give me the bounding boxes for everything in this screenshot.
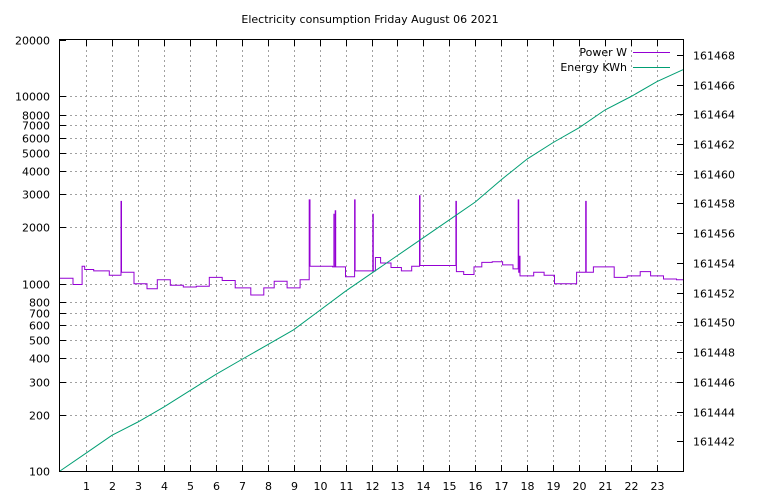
x-tick-label: 11 <box>340 480 354 493</box>
x-tick-label: 15 <box>443 480 457 493</box>
y-left-tick-label: 7000 <box>22 120 50 133</box>
y-left-tick-label: 6000 <box>22 133 50 146</box>
y-right-tick-label: 161466 <box>693 80 735 93</box>
y-left-tick-label: 400 <box>29 353 50 366</box>
axes: 1 2 3 4 5 6 7 8 9 10 11 12 13 14 15 16 17 18 19 20 21 22 23100… <box>15 35 735 494</box>
x-tick-label: 2 <box>109 480 116 493</box>
y-left-tick-label: 700 <box>29 308 50 321</box>
y-right-tick-label: 161442 <box>693 436 735 449</box>
x-tick-label: 21 <box>599 480 613 493</box>
y-right-tick-label: 161450 <box>693 317 735 330</box>
y-left-tick-label: 2000 <box>22 222 50 235</box>
x-tick-label: 1 <box>83 480 90 493</box>
x-tick-label: 3 <box>135 480 142 493</box>
x-tick-label: 7 <box>239 480 246 493</box>
x-tick-label: 16 <box>469 480 483 493</box>
series-layer <box>59 69 684 472</box>
x-tick-label: 4 <box>161 480 168 493</box>
x-tick-label: 10 <box>314 480 328 493</box>
chart-title: Electricity consumption Friday August 06… <box>241 13 498 26</box>
y-right-tick-label: 161464 <box>693 109 735 122</box>
x-tick-label: 18 <box>521 480 535 493</box>
y-right-tick-label: 161468 <box>693 50 735 63</box>
x-tick-label: 19 <box>547 480 561 493</box>
x-tick-label: 17 <box>495 480 509 493</box>
x-tick-label: 22 <box>625 480 639 493</box>
y-right-tick-label: 161462 <box>693 139 735 152</box>
y-left-tick-label: 1000 <box>22 279 50 292</box>
x-tick-label: 6 <box>213 480 220 493</box>
grid <box>60 40 683 471</box>
y-left-tick-label: 300 <box>29 377 50 390</box>
x-tick-label: 9 <box>291 480 298 493</box>
power-w-line <box>60 195 683 296</box>
y-right-tick-label: 161458 <box>693 198 735 211</box>
legend: Power W Energy KWh <box>560 46 670 74</box>
y-left-tick-label: 600 <box>29 320 50 333</box>
x-tick-label: 8 <box>265 480 272 493</box>
energy-kwh-line <box>59 69 684 472</box>
y-left-tick-label: 5000 <box>22 148 50 161</box>
y-right-tick-label: 161446 <box>693 377 735 390</box>
plot-frame <box>59 39 684 472</box>
y-right-tick-label: 161454 <box>693 258 735 271</box>
y-right-tick-label: 161456 <box>693 228 735 241</box>
legend-label: Energy KWh <box>560 61 627 74</box>
y-left-tick-label: 100 <box>29 466 50 479</box>
x-tick-label: 12 <box>366 480 380 493</box>
y-right-tick-label: 161460 <box>693 169 735 182</box>
y-left-tick-label: 500 <box>29 335 50 348</box>
y-left-tick-label: 8000 <box>22 110 50 123</box>
y-left-tick-label: 800 <box>29 297 50 310</box>
y-right-tick-label: 161452 <box>693 288 735 301</box>
x-tick-label: 14 <box>417 480 431 493</box>
y-left-tick-label: 10000 <box>15 91 50 104</box>
x-tick-label: 23 <box>651 480 665 493</box>
y-right-tick-label: 161444 <box>693 407 735 420</box>
y-left-tick-label: 3000 <box>22 189 50 202</box>
y-right-tick-label: 161448 <box>693 347 735 360</box>
y-left-tick-label: 200 <box>29 410 50 423</box>
x-tick-label: 13 <box>391 480 405 493</box>
legend-label: Power W <box>579 46 627 59</box>
y-left-tick-label: 20000 <box>15 35 50 48</box>
x-tick-label: 20 <box>573 480 587 493</box>
y-left-tick-label: 4000 <box>22 166 50 179</box>
x-tick-label: 5 <box>187 480 194 493</box>
